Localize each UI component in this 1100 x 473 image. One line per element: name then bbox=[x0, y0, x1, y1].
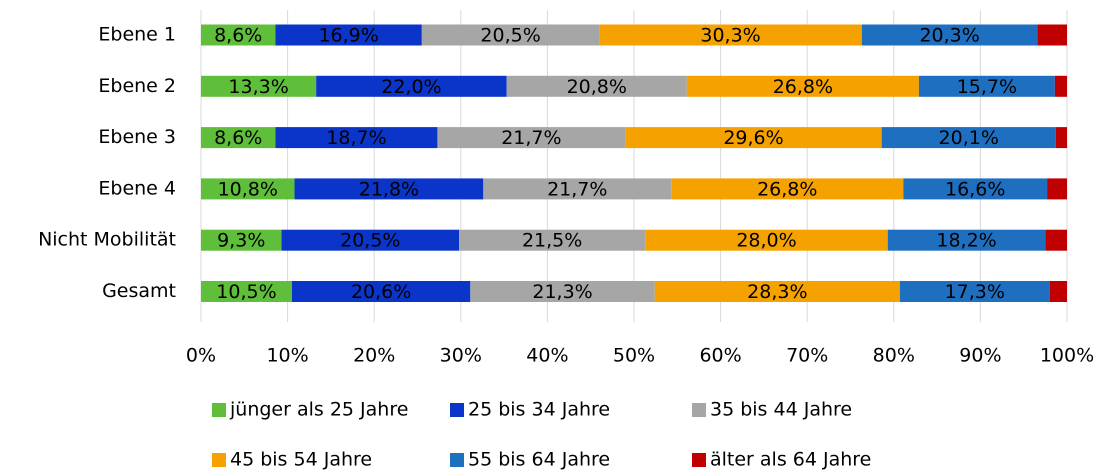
legend-label: 55 bis 64 Jahre bbox=[468, 449, 610, 471]
bar-segment bbox=[1049, 281, 1067, 302]
legend-swatch bbox=[450, 403, 464, 417]
x-tick-label: 60% bbox=[699, 345, 741, 367]
bar-segment bbox=[470, 281, 655, 302]
bar-segment bbox=[881, 127, 1056, 149]
value-label: 22,0% bbox=[381, 76, 441, 98]
legend-swatch bbox=[212, 453, 226, 467]
value-label: 21,5% bbox=[522, 230, 582, 252]
value-label: 20,1% bbox=[939, 127, 999, 149]
legend-swatch bbox=[450, 453, 464, 467]
bar-segment bbox=[294, 178, 484, 200]
legend-label: 25 bis 34 Jahre bbox=[468, 399, 610, 421]
value-label: 20,5% bbox=[340, 230, 400, 252]
bar-segment bbox=[483, 178, 672, 200]
bar-segment bbox=[1054, 75, 1067, 97]
bar-segment bbox=[291, 281, 471, 302]
legend-label: älter als 64 Jahre bbox=[710, 449, 871, 471]
bar-segment bbox=[275, 127, 438, 149]
bar-segment bbox=[201, 178, 295, 200]
value-label: 18,7% bbox=[326, 127, 386, 149]
x-tick-label: 50% bbox=[613, 345, 655, 367]
value-label: 17,3% bbox=[945, 281, 1005, 303]
bar-segment bbox=[625, 127, 882, 149]
value-label: 20,5% bbox=[480, 25, 540, 47]
bar-segment bbox=[686, 75, 919, 97]
value-label: 10,8% bbox=[218, 178, 278, 200]
bar-segment bbox=[201, 229, 282, 251]
legend-swatch bbox=[212, 403, 226, 417]
bar-segment bbox=[459, 229, 646, 251]
bar-segment bbox=[918, 75, 1055, 97]
value-label: 8,6% bbox=[214, 25, 262, 47]
bar-segment bbox=[437, 127, 626, 149]
value-label: 18,2% bbox=[936, 230, 996, 252]
value-label: 26,8% bbox=[757, 178, 817, 200]
value-label: 28,3% bbox=[747, 281, 807, 303]
y-tick-label: Ebene 4 bbox=[98, 177, 176, 199]
bar-segment bbox=[654, 281, 900, 302]
x-tick-label: 20% bbox=[353, 345, 395, 367]
bar-segment bbox=[899, 281, 1050, 302]
value-label: 29,6% bbox=[723, 127, 783, 149]
bar-segment bbox=[201, 24, 276, 46]
value-label: 16,9% bbox=[318, 25, 378, 47]
value-label: 13,3% bbox=[228, 76, 288, 98]
bar-segment bbox=[281, 229, 460, 251]
y-tick-label: Ebene 1 bbox=[98, 24, 176, 46]
y-tick-label: Gesamt bbox=[102, 280, 176, 302]
x-tick-label: 100% bbox=[1040, 345, 1094, 367]
bar-segment bbox=[1047, 178, 1067, 200]
bar-segment bbox=[1045, 229, 1067, 251]
value-label: 26,8% bbox=[773, 76, 833, 98]
bar-segment bbox=[887, 229, 1046, 251]
x-tick-label: 30% bbox=[440, 345, 482, 367]
value-label: 10,5% bbox=[216, 281, 276, 303]
y-tick-label: Ebene 2 bbox=[98, 75, 176, 97]
value-label: 20,3% bbox=[919, 25, 979, 47]
legend-label: jünger als 25 Jahre bbox=[229, 399, 408, 421]
x-tick-label: 0% bbox=[186, 345, 216, 367]
value-label: 20,6% bbox=[351, 281, 411, 303]
bar-segment bbox=[316, 75, 507, 97]
bar-segment bbox=[421, 24, 600, 46]
x-tick-label: 10% bbox=[266, 345, 308, 367]
bar-segment bbox=[861, 24, 1038, 46]
value-label: 20,8% bbox=[567, 76, 627, 98]
bar-segment bbox=[275, 24, 422, 46]
value-label: 21,7% bbox=[501, 127, 561, 149]
x-tick-label: 40% bbox=[526, 345, 568, 367]
value-label: 28,0% bbox=[736, 230, 796, 252]
value-label: 21,7% bbox=[547, 178, 607, 200]
value-label: 21,3% bbox=[532, 281, 592, 303]
bar-segment bbox=[201, 75, 317, 97]
y-tick-label: Nicht Mobilität bbox=[38, 229, 176, 251]
x-tick-label: 90% bbox=[959, 345, 1001, 367]
x-tick-label: 80% bbox=[873, 345, 915, 367]
bar-segment bbox=[903, 178, 1048, 200]
bar-segment bbox=[671, 178, 904, 200]
value-label: 15,7% bbox=[957, 76, 1017, 98]
bar-segment bbox=[645, 229, 888, 251]
bar-segment bbox=[201, 127, 276, 149]
legend-swatch bbox=[692, 453, 706, 467]
bar-segment bbox=[1055, 127, 1067, 149]
bar-segment bbox=[599, 24, 862, 46]
bar-segment bbox=[506, 75, 687, 97]
bar-segment bbox=[1037, 24, 1067, 46]
x-tick-label: 70% bbox=[786, 345, 828, 367]
bar-segment bbox=[201, 281, 292, 302]
value-label: 30,3% bbox=[700, 25, 760, 47]
value-label: 16,6% bbox=[945, 178, 1005, 200]
legend-label: 35 bis 44 Jahre bbox=[710, 399, 852, 421]
value-label: 21,8% bbox=[359, 178, 419, 200]
legend-swatch bbox=[692, 403, 706, 417]
value-label: 8,6% bbox=[214, 127, 262, 149]
legend-label: 45 bis 54 Jahre bbox=[230, 449, 372, 471]
y-tick-label: Ebene 3 bbox=[98, 126, 176, 148]
value-label: 9,3% bbox=[217, 230, 265, 252]
